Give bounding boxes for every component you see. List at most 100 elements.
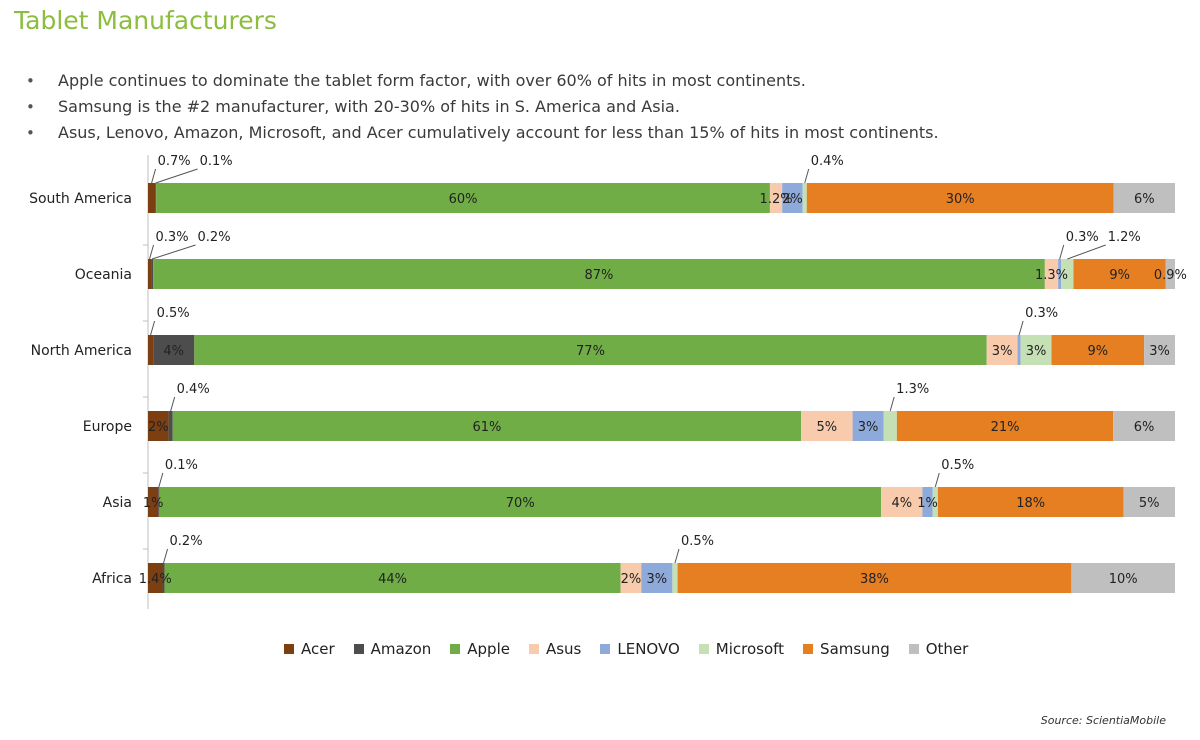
callout-label: 0.4% bbox=[177, 382, 210, 397]
data-label: 60% bbox=[449, 192, 478, 207]
callout-label: 1.3% bbox=[896, 382, 929, 397]
data-label: 9% bbox=[1088, 344, 1109, 359]
bar-segment-amazon bbox=[153, 335, 195, 365]
bar-segment-asus bbox=[881, 487, 923, 517]
bullet-item: Samsung is the #2 manufacturer, with 20-… bbox=[26, 94, 939, 120]
data-label: 1% bbox=[143, 496, 164, 511]
bar-segment-microsoft bbox=[802, 183, 807, 213]
callout-label: 0.2% bbox=[170, 534, 203, 549]
bar-segment-amazon bbox=[151, 259, 154, 289]
bar-segment-lenovo bbox=[782, 183, 803, 213]
bar-segment-samsung bbox=[937, 487, 1124, 517]
callout-label: 0.2% bbox=[198, 230, 231, 245]
bar-segment-amazon bbox=[162, 563, 165, 593]
callout-leader bbox=[151, 168, 157, 184]
bar-segment-acer bbox=[148, 411, 169, 441]
data-label: 9% bbox=[1109, 268, 1130, 283]
legend-swatch bbox=[528, 644, 539, 654]
category-label: South America bbox=[29, 191, 132, 207]
bar-segment-apple bbox=[153, 259, 1045, 289]
callout-leader bbox=[149, 244, 155, 260]
category-label: Asia bbox=[103, 495, 132, 511]
callout-leader bbox=[674, 548, 680, 564]
category-label: Europe bbox=[83, 419, 132, 435]
bar-segment-samsung bbox=[806, 183, 1114, 213]
bar-segment-other bbox=[1144, 335, 1175, 365]
callout-label: 1.2% bbox=[1108, 230, 1141, 245]
page-title: Tablet Manufacturers bbox=[14, 6, 277, 35]
data-label: 5% bbox=[1139, 496, 1160, 511]
bullet-list: Apple continues to dominate the tablet f… bbox=[26, 68, 939, 146]
callout-leader bbox=[934, 472, 940, 488]
callout-leader bbox=[150, 320, 156, 336]
legend-swatch bbox=[698, 644, 709, 654]
bullet-item: Apple continues to dominate the tablet f… bbox=[26, 68, 939, 94]
bar-segment-asus bbox=[620, 563, 642, 593]
bar-segment-microsoft bbox=[883, 411, 897, 441]
category-label: Africa bbox=[92, 571, 132, 587]
bar-segment-asus bbox=[801, 411, 853, 441]
data-label: 77% bbox=[576, 344, 605, 359]
legend-swatch bbox=[284, 644, 294, 654]
callout-leader bbox=[1067, 244, 1106, 260]
legend-label: Microsoft bbox=[715, 640, 785, 658]
legend-label: LENOVO bbox=[617, 640, 680, 658]
callout-label: 0.4% bbox=[811, 154, 844, 169]
bar-segment-lenovo bbox=[852, 411, 884, 441]
data-label: 2% bbox=[148, 420, 169, 435]
data-label: 3% bbox=[992, 344, 1013, 359]
bar-segment-other bbox=[1113, 411, 1175, 441]
legend-item: Samsung bbox=[803, 640, 890, 658]
data-label: 4% bbox=[163, 344, 184, 359]
data-label: 1.3% bbox=[1035, 268, 1068, 283]
legend-item: Apple bbox=[450, 640, 510, 658]
legend-item: Other bbox=[908, 640, 968, 658]
data-label: 1.4% bbox=[139, 572, 172, 587]
legend-item: Acer bbox=[284, 640, 335, 658]
data-label: 44% bbox=[378, 572, 407, 587]
legend-swatch bbox=[450, 644, 461, 654]
legend-item: LENOVO bbox=[600, 640, 680, 658]
bar-segment-apple bbox=[164, 563, 621, 593]
bar-segment-samsung bbox=[1073, 259, 1166, 289]
bar-segment-amazon bbox=[168, 411, 173, 441]
data-label: 0.9% bbox=[1154, 268, 1187, 283]
data-label: 3% bbox=[858, 420, 879, 435]
legend-item: Microsoft bbox=[698, 640, 785, 658]
callout-label: 0.1% bbox=[200, 154, 233, 169]
legend-item: Amazon bbox=[353, 640, 431, 658]
callout-label: 0.5% bbox=[681, 534, 714, 549]
callout-label: 0.3% bbox=[156, 230, 189, 245]
bar-segment-asus bbox=[1044, 259, 1059, 289]
callout-label: 0.5% bbox=[941, 458, 974, 473]
bar-segment-lenovo bbox=[1017, 335, 1021, 365]
legend-label: Asus bbox=[545, 640, 582, 658]
data-label: 5% bbox=[817, 420, 838, 435]
bar-segment-samsung bbox=[896, 411, 1114, 441]
data-label: 2% bbox=[782, 192, 803, 207]
data-label: 87% bbox=[585, 268, 614, 283]
callout-label: 0.5% bbox=[157, 306, 190, 321]
chart-legend: Acer Amazon Apple Asus LENOVO Microsoft Samsun… bbox=[284, 640, 987, 658]
bar-segment-microsoft bbox=[1020, 335, 1052, 365]
bar-segment-acer bbox=[148, 563, 163, 593]
legend-label: Apple bbox=[467, 640, 510, 658]
bar-segment-other bbox=[1123, 487, 1175, 517]
callout-label: 0.1% bbox=[165, 458, 198, 473]
bar-segment-microsoft bbox=[672, 563, 678, 593]
callout-leader bbox=[158, 472, 164, 488]
bar-segment-apple bbox=[172, 411, 802, 441]
category-label: North America bbox=[31, 343, 132, 359]
source-note: Source: ScientiaMobile bbox=[1040, 714, 1166, 727]
callout-leader bbox=[151, 244, 196, 260]
bar-segment-other bbox=[1165, 259, 1175, 289]
data-label: 1% bbox=[917, 496, 938, 511]
data-label: 3% bbox=[1149, 344, 1170, 359]
bar-segment-amazon bbox=[155, 183, 157, 213]
legend-swatch bbox=[908, 644, 919, 654]
bullet-item: Asus, Lenovo, Amazon, Microsoft, and Ace… bbox=[26, 120, 939, 146]
bar-segment-other bbox=[1113, 183, 1175, 213]
callout-label: 0.7% bbox=[158, 154, 191, 169]
bar-segment-acer bbox=[148, 487, 159, 517]
bar-segment-lenovo bbox=[641, 563, 673, 593]
